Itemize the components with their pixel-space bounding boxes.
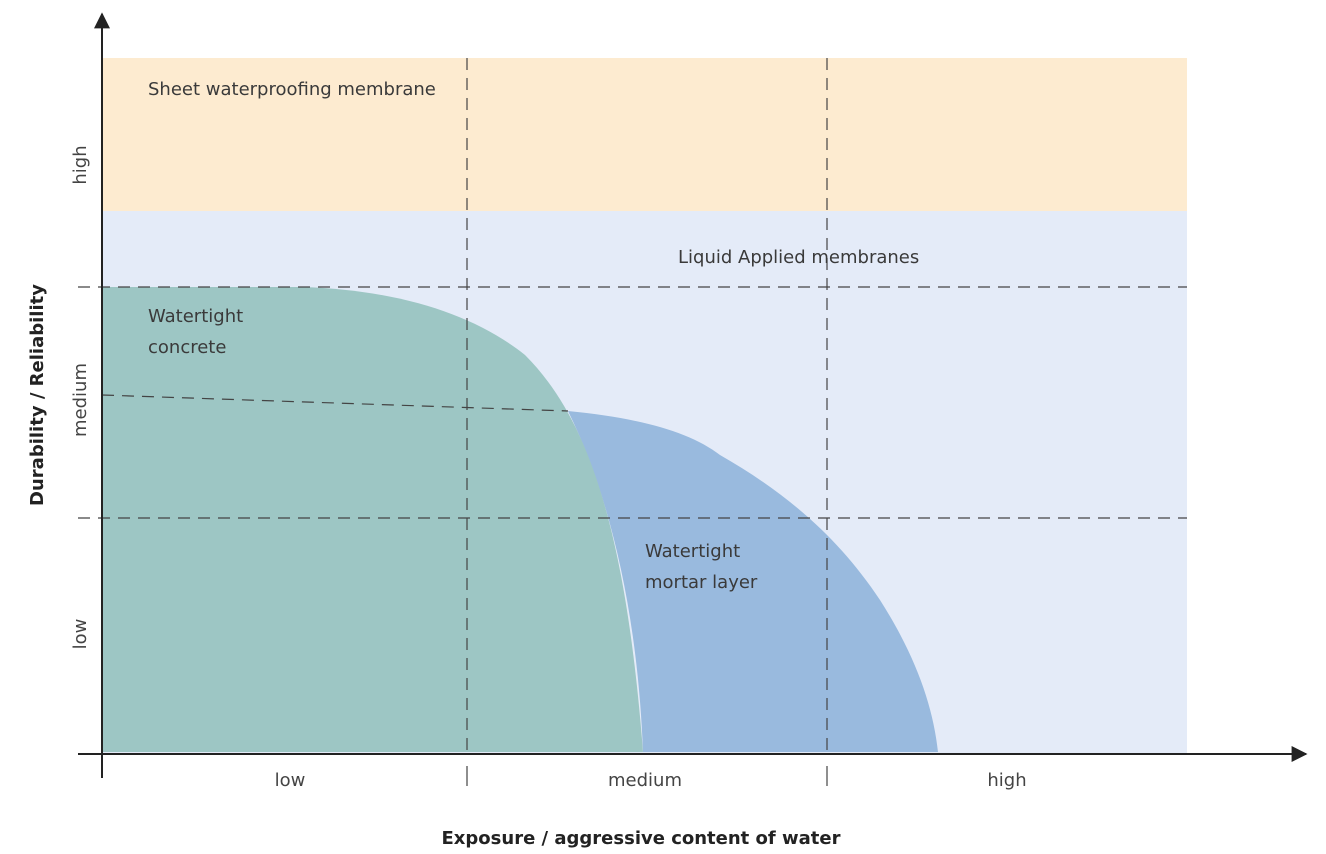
concrete-label-line1: Watertight bbox=[148, 306, 243, 327]
x-tick-low: low bbox=[275, 770, 306, 791]
y-tick-low: low bbox=[70, 619, 91, 650]
x-tick-medium: medium bbox=[608, 770, 682, 791]
sheet-membrane-label: Sheet waterproofing membrane bbox=[148, 79, 436, 100]
y-axis-title: Durability / Reliability bbox=[27, 284, 48, 506]
liquid-membrane-label: Liquid Applied membranes bbox=[678, 247, 919, 268]
x-axis-title: Exposure / aggressive content of water bbox=[442, 828, 841, 849]
x-tick-marks bbox=[466, 766, 828, 786]
y-tick-medium: medium bbox=[70, 363, 91, 437]
x-tick-high: high bbox=[987, 770, 1026, 791]
concrete-mortar-boundary bbox=[101, 394, 569, 412]
y-tick-high: high bbox=[70, 145, 91, 184]
watertight-concrete-zone bbox=[102, 287, 643, 752]
concrete-label-line2: concrete bbox=[148, 337, 226, 358]
sheet-membrane-zone bbox=[102, 58, 1187, 211]
mortar-label-line1: Watertight bbox=[645, 541, 740, 562]
mortar-label-line2: mortar layer bbox=[645, 572, 758, 593]
grid-lines bbox=[78, 58, 1187, 752]
mortar-layer-zone bbox=[568, 411, 938, 752]
